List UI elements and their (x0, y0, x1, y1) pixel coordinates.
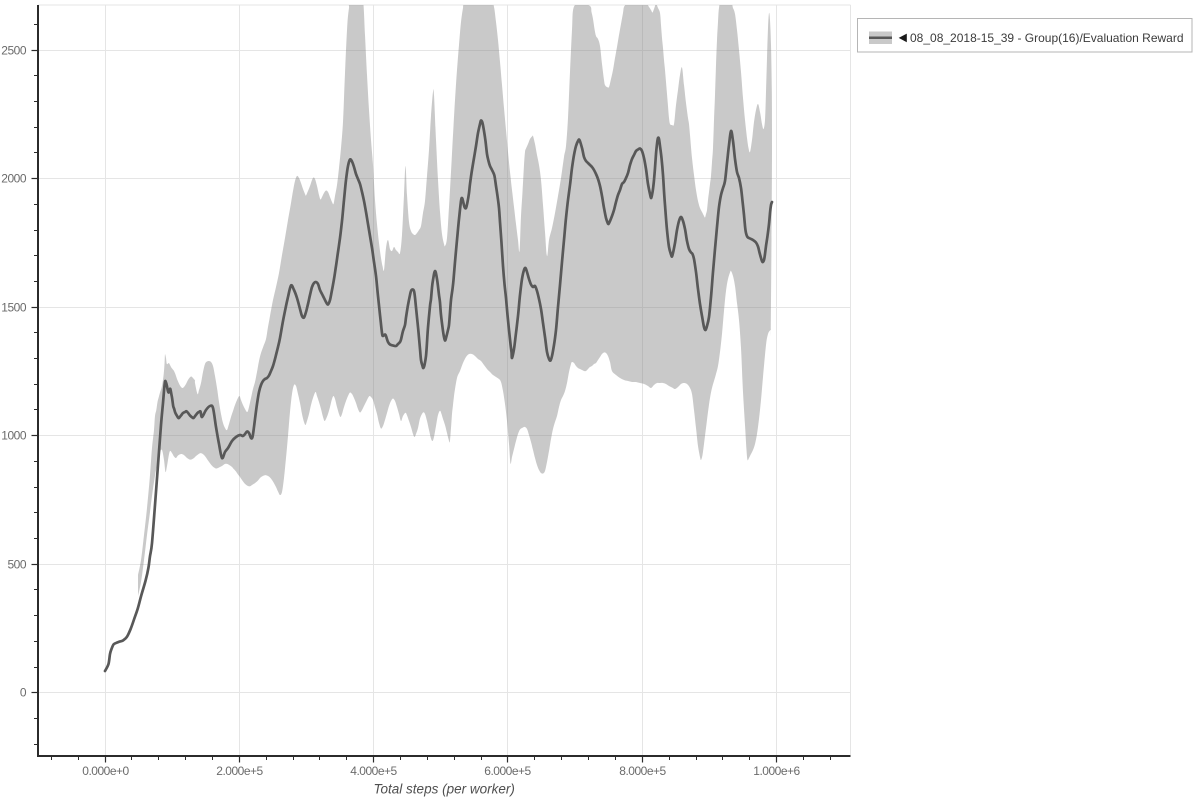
svg-text:1000: 1000 (1, 429, 27, 443)
svg-text:1500: 1500 (1, 301, 27, 315)
svg-text:500: 500 (7, 558, 26, 572)
svg-text:08_08_2018-15_39 - Group(16)/E: 08_08_2018-15_39 - Group(16)/Evaluation … (910, 31, 1184, 45)
svg-text:0.000e+0: 0.000e+0 (82, 764, 129, 778)
svg-text:Total steps (per worker): Total steps (per worker) (374, 782, 515, 797)
svg-text:4.000e+5: 4.000e+5 (350, 764, 397, 778)
svg-text:2.000e+5: 2.000e+5 (216, 764, 263, 778)
svg-text:8.000e+5: 8.000e+5 (619, 764, 666, 778)
svg-text:2000: 2000 (1, 172, 27, 186)
svg-text:1.000e+6: 1.000e+6 (753, 764, 800, 778)
svg-text:6.000e+5: 6.000e+5 (484, 764, 531, 778)
svg-text:2500: 2500 (1, 44, 27, 58)
svg-text:0: 0 (20, 686, 27, 700)
